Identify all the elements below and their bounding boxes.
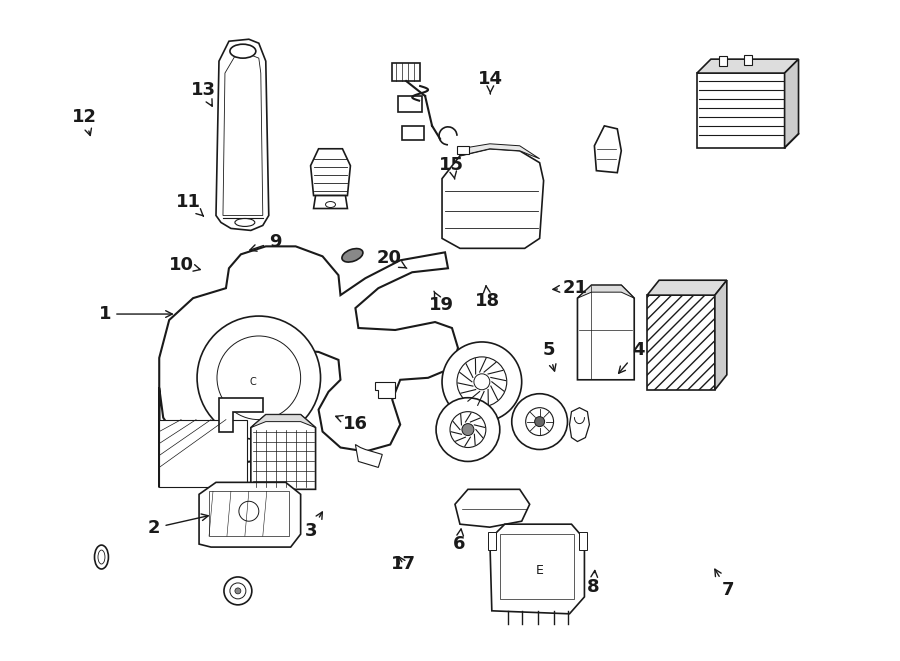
Text: 19: 19 — [428, 292, 454, 315]
Polygon shape — [715, 280, 727, 390]
Ellipse shape — [342, 249, 363, 262]
Circle shape — [197, 316, 320, 440]
Bar — [159, 420, 247, 487]
Text: 13: 13 — [191, 81, 216, 106]
Ellipse shape — [98, 550, 105, 564]
Text: 3: 3 — [305, 512, 322, 540]
Bar — [743, 55, 752, 65]
Text: 21: 21 — [553, 279, 588, 297]
Circle shape — [436, 398, 500, 461]
Text: 4: 4 — [618, 341, 644, 373]
Circle shape — [224, 577, 252, 605]
Bar — [697, 73, 785, 148]
Polygon shape — [442, 149, 544, 249]
Bar — [209, 491, 289, 536]
Polygon shape — [251, 414, 316, 428]
Polygon shape — [223, 54, 263, 215]
Polygon shape — [216, 39, 269, 231]
Text: 8: 8 — [587, 570, 599, 596]
Polygon shape — [570, 408, 590, 442]
Circle shape — [450, 412, 486, 447]
Circle shape — [474, 374, 490, 390]
Text: 17: 17 — [391, 555, 416, 573]
Circle shape — [442, 342, 522, 422]
Polygon shape — [594, 126, 621, 173]
Bar — [647, 295, 715, 390]
Circle shape — [238, 501, 259, 521]
Text: 1: 1 — [99, 305, 172, 323]
Bar — [392, 63, 420, 81]
Polygon shape — [578, 285, 634, 380]
Polygon shape — [697, 59, 798, 73]
Text: 7: 7 — [715, 569, 734, 600]
Polygon shape — [356, 444, 382, 467]
Polygon shape — [647, 280, 727, 295]
Bar — [719, 56, 727, 66]
Text: E: E — [536, 564, 544, 578]
Polygon shape — [460, 144, 540, 159]
Polygon shape — [375, 382, 395, 398]
Circle shape — [457, 357, 507, 407]
Polygon shape — [578, 285, 634, 298]
Circle shape — [235, 588, 241, 594]
Text: 15: 15 — [439, 155, 464, 179]
Ellipse shape — [94, 545, 108, 569]
Circle shape — [535, 416, 544, 426]
Bar — [402, 126, 424, 140]
Circle shape — [512, 394, 568, 449]
Polygon shape — [199, 483, 301, 547]
Circle shape — [526, 408, 554, 436]
Polygon shape — [310, 149, 350, 196]
Bar — [500, 534, 574, 599]
Circle shape — [230, 583, 246, 599]
Text: 10: 10 — [168, 256, 201, 274]
Polygon shape — [455, 489, 530, 527]
Text: C: C — [249, 377, 256, 387]
Text: 5: 5 — [543, 341, 556, 371]
Polygon shape — [313, 196, 347, 208]
Text: 16: 16 — [336, 415, 368, 433]
Polygon shape — [219, 398, 263, 432]
Polygon shape — [490, 524, 584, 614]
Text: 2: 2 — [148, 514, 208, 537]
Text: 18: 18 — [475, 286, 500, 310]
Text: 9: 9 — [250, 233, 282, 251]
Bar — [457, 146, 469, 154]
Polygon shape — [785, 59, 798, 148]
Polygon shape — [251, 414, 316, 489]
Text: 12: 12 — [72, 108, 97, 136]
Polygon shape — [159, 247, 458, 487]
Ellipse shape — [326, 202, 336, 208]
Ellipse shape — [230, 44, 256, 58]
Text: 20: 20 — [376, 249, 407, 268]
Text: 6: 6 — [453, 529, 465, 553]
Circle shape — [462, 424, 474, 436]
Bar — [580, 532, 588, 550]
Bar — [488, 532, 496, 550]
Ellipse shape — [235, 219, 255, 227]
Circle shape — [217, 336, 301, 420]
Text: 14: 14 — [478, 70, 503, 94]
Bar — [398, 96, 422, 112]
Text: 11: 11 — [176, 193, 203, 216]
